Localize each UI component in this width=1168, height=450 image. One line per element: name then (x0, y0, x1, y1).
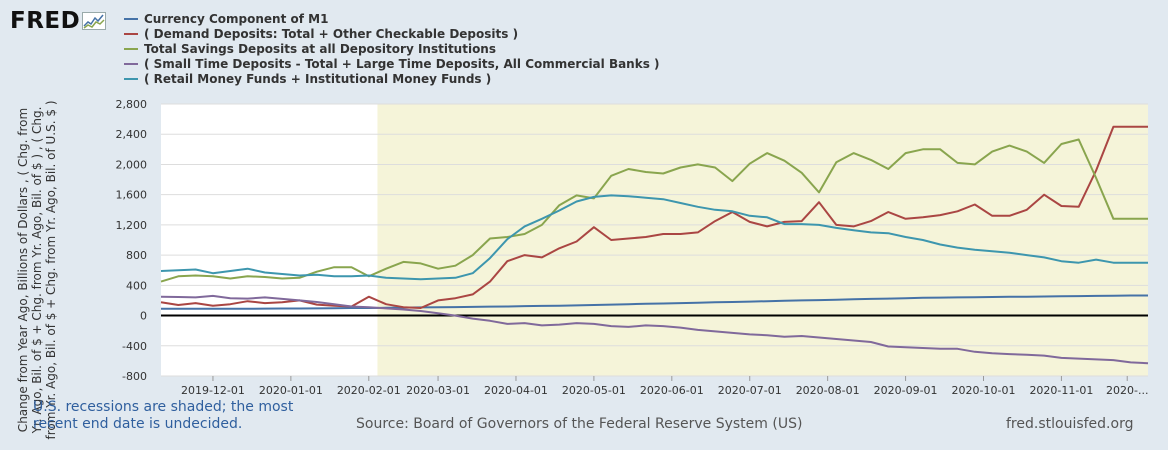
x-tick-label: 2019-12-01 (181, 384, 245, 397)
y-tick-label: -800 (122, 370, 147, 383)
legend-item-4[interactable]: ( Small Time Deposits - Total + Large Ti… (124, 56, 660, 71)
x-tick-label: 2020-05-01 (562, 384, 626, 397)
legend: Currency Component of M1( Demand Deposit… (124, 11, 660, 86)
x-tick-label: 2020-02-01 (337, 384, 401, 397)
legend-swatch (124, 47, 138, 50)
legend-label: Total Savings Deposits at all Depository… (144, 41, 496, 56)
series-line-4 (160, 294, 1149, 365)
x-tick-label: 2020-04-01 (484, 384, 548, 397)
legend-swatch (124, 77, 138, 80)
series-line-5 (160, 194, 1148, 281)
x-tick-label: 2020-09-01 (874, 384, 938, 397)
y-tick-label: 1,600 (116, 189, 148, 202)
legend-swatch (124, 62, 138, 65)
y-tick-label: 2,400 (116, 128, 148, 141)
legend-label: ( Demand Deposits: Total + Other Checkab… (144, 26, 519, 41)
legend-item-2[interactable]: ( Demand Deposits: Total + Other Checkab… (124, 26, 660, 41)
y-axis-label-wrap: Change from Year Ago, Billions of Dollar… (8, 100, 66, 440)
x-tick-label: 2020-07-01 (718, 384, 782, 397)
x-tick-label: 2020-01-01 (259, 384, 323, 397)
y-tick-label: 2,000 (116, 158, 148, 171)
legend-label: Currency Component of M1 (144, 11, 329, 26)
y-tick-label: 1,200 (116, 219, 148, 232)
y-tick-label: 400 (126, 279, 147, 292)
x-tick-label: 2020-03-01 (406, 384, 470, 397)
site-link[interactable]: fred.stlouisfed.org (1006, 416, 1134, 432)
fred-logo[interactable]: FRED (10, 8, 107, 34)
series-line-1 (161, 294, 1148, 310)
x-tick-label: 2020-08-01 (796, 384, 860, 397)
y-tick-label: -400 (122, 340, 147, 353)
x-tick-label: 2020-06-01 (640, 384, 704, 397)
y-axis-label: Change from Year Ago, Billions of Dollar… (16, 100, 58, 440)
legend-item-1[interactable]: Currency Component of M1 (124, 11, 660, 26)
y-tick-label: 2,800 (116, 98, 148, 111)
recession-note: U.S. recessions are shaded; the most rec… (33, 399, 293, 433)
recession-note-line1: U.S. recessions are shaded; the most (33, 399, 294, 415)
source-note: Source: Board of Governors of the Federa… (356, 416, 803, 432)
x-tick-label: 2020-... (1106, 384, 1148, 397)
recession-note-line2: recent end date is undecided. (33, 416, 243, 432)
y-tick-label: 0 (140, 310, 147, 323)
x-tick-label: 2020-10-01 (952, 384, 1016, 397)
x-tick-label: 2020-11-01 (1029, 384, 1093, 397)
y-tick-label: 800 (126, 249, 147, 262)
series-line-2 (160, 125, 1148, 309)
legend-item-5[interactable]: ( Retail Money Funds + Institutional Mon… (124, 71, 660, 86)
series-line-3 (160, 138, 1148, 283)
legend-swatch (124, 17, 138, 20)
legend-swatch (124, 32, 138, 35)
fred-logo-text: FRED (10, 8, 81, 34)
fred-graph-icon (82, 12, 107, 30)
legend-item-3[interactable]: Total Savings Deposits at all Depository… (124, 41, 660, 56)
legend-label: ( Retail Money Funds + Institutional Mon… (144, 71, 492, 86)
legend-label: ( Small Time Deposits - Total + Large Ti… (144, 56, 660, 71)
